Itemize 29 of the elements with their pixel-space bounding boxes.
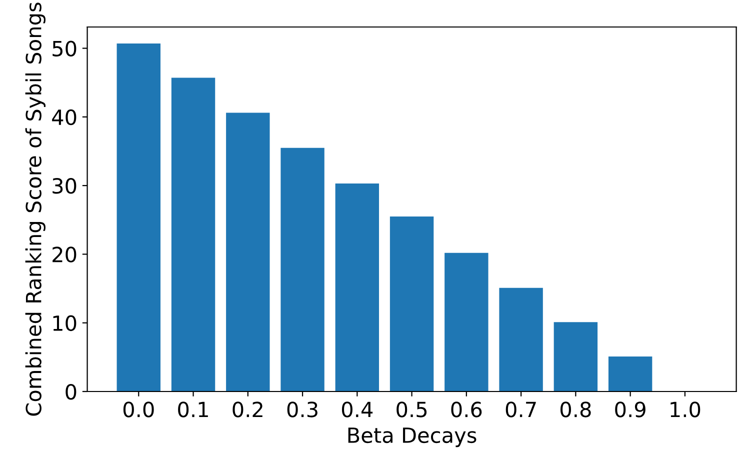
bar — [499, 288, 543, 392]
x-tick-label: 0.9 — [615, 402, 646, 418]
x-tick-label: 0.4 — [342, 402, 373, 418]
x-tick-label: 0.2 — [232, 402, 262, 418]
x-tick-label: 0.0 — [123, 402, 154, 418]
bar — [280, 148, 324, 392]
y-tick-label: 40 — [52, 109, 76, 126]
bar — [171, 78, 216, 392]
y-tick-label: 50 — [52, 40, 76, 56]
x-axis-title: Beta Decays — [348, 428, 476, 448]
bar — [116, 43, 160, 392]
bar — [226, 112, 270, 392]
x-tick-label: 0.3 — [287, 402, 318, 418]
y-tick-label: 30 — [52, 178, 76, 194]
y-tick-label: 10 — [53, 315, 76, 332]
x-tick-label: 0.7 — [506, 402, 536, 418]
bar — [390, 216, 434, 392]
bar — [444, 252, 488, 392]
y-tick-label: 20 — [52, 246, 76, 262]
bar — [554, 322, 598, 392]
y-tick-label: 0 — [66, 384, 76, 400]
bar — [335, 184, 380, 392]
x-tick-label: 1.0 — [670, 402, 700, 418]
y-axis-title: Combined Ranking Score of Sybil Songs — [25, 2, 46, 416]
x-tick-label: 0.1 — [178, 402, 208, 418]
x-tick-label: 0.8 — [560, 402, 591, 418]
x-tick-label: 0.5 — [396, 402, 427, 418]
x-tick-label: 0.6 — [451, 402, 482, 418]
bar — [608, 356, 652, 392]
